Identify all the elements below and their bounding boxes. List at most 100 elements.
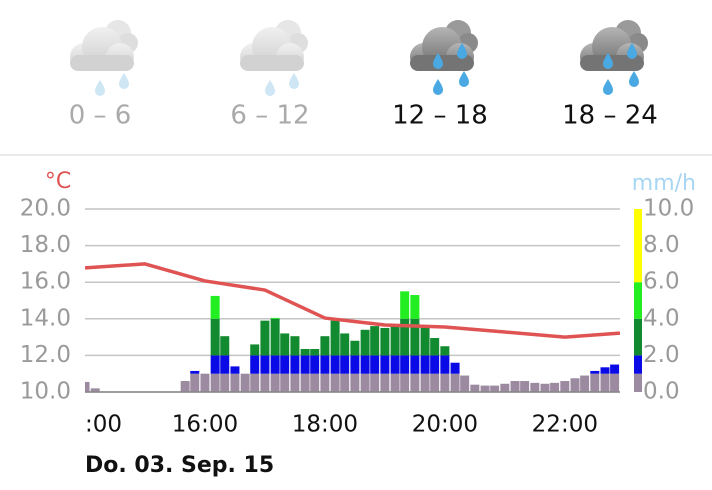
intensity-scale: [634, 373, 642, 392]
precip-bar-segment: [580, 375, 590, 392]
precip-bar-segment: [450, 373, 460, 392]
precip-bar-segment: [360, 329, 370, 356]
precip-bar-segment: [390, 326, 400, 356]
precip-bar-segment: [590, 373, 600, 392]
y2-tick-label: 2.0: [643, 342, 680, 368]
precip-bar-segment: [570, 378, 580, 392]
x-axis-labels: :00 16:00 18:00 20:00 22:00: [85, 412, 598, 438]
precip-bar-segment: [300, 348, 310, 356]
precip-bar-segment: [320, 373, 330, 392]
x-tick-label: :00: [85, 412, 122, 438]
precip-bar-segment: [220, 336, 230, 356]
weather-icon: [240, 20, 308, 96]
precip-bar-segment: [300, 373, 310, 392]
precip-bar-segment: [510, 381, 520, 392]
x-tick-label: 22:00: [532, 412, 598, 438]
precip-bar-segment: [270, 317, 280, 319]
precip-bar-segment: [370, 326, 380, 356]
y-tick-label: 16.0: [20, 269, 71, 295]
precip-bar-segment: [370, 355, 380, 374]
precip-bar-segment: [390, 373, 400, 392]
precip-bar-segment: [550, 382, 560, 392]
precip-bar-segment: [290, 355, 300, 374]
precip-bar-segment: [200, 373, 210, 392]
intensity-scale: [634, 318, 642, 356]
precip-bar-segment: [350, 373, 360, 392]
precip-bar-segment: [330, 373, 340, 392]
precip-bar-segment: [330, 320, 340, 356]
precip-bar-segment: [310, 355, 320, 374]
precip-bar-segment: [420, 327, 430, 356]
precip-bar-segment: [320, 355, 330, 374]
precip-bar-segment: [220, 373, 230, 392]
y-tick-label: 14.0: [20, 305, 71, 331]
precip-bar-segment: [450, 362, 460, 374]
precip-bar-segment: [290, 336, 300, 356]
y2-tick-label: 6.0: [643, 269, 680, 295]
precip-bar-segment: [180, 381, 190, 392]
precip-bar-segment: [410, 373, 420, 392]
precip-bar-segment: [230, 373, 240, 392]
precip-bar-segment: [590, 370, 600, 374]
temperature-line: [85, 262, 620, 339]
precip-bar-segment: [600, 367, 610, 374]
precip-bar-segment: [490, 385, 500, 392]
precip-bar-segment: [380, 327, 390, 356]
intensity-scale: [634, 209, 642, 283]
precip-bar-segment: [430, 355, 440, 374]
precip-bar-segment: [210, 318, 220, 356]
precip-bar-segment: [440, 373, 450, 392]
precip-bar-segment: [400, 318, 410, 356]
precip-bar-segment: [340, 373, 350, 392]
precip-bar-segment: [610, 373, 620, 392]
precip-bar-segment: [410, 318, 420, 356]
precip-bar-segment: [370, 373, 380, 392]
weather-icon: [580, 20, 648, 95]
precip-bar-segment: [260, 355, 270, 374]
precip-bar-segment: [380, 355, 390, 374]
precip-bar-segment: [430, 373, 440, 392]
precip-bar-segment: [410, 295, 420, 319]
weather-icon: [410, 20, 478, 95]
precip-bar-segment: [250, 344, 260, 356]
precip-bar-segment: [440, 346, 450, 356]
precip-bar-segment: [270, 318, 280, 356]
precip-bar-segment: [260, 320, 270, 356]
precip-bar-segment: [380, 373, 390, 392]
intensity-scale: [634, 282, 642, 319]
precip-bar-segment: [480, 385, 490, 392]
precip-bar-segment: [190, 370, 200, 374]
intensity-scale: [634, 355, 642, 374]
precip-bar-segment: [240, 373, 250, 392]
chart: °C mm/h Do. 03. Sep. 15 10.0 12.0 14.0 16.0…: [20, 169, 696, 478]
precip-bar-segment: [290, 373, 300, 392]
precip-bar-segment: [420, 373, 430, 392]
precip-bar-segment: [390, 355, 400, 374]
precip-bar-segment: [360, 355, 370, 374]
precip-bar-segment: [430, 338, 440, 356]
x-tick-label: 20:00: [412, 412, 478, 438]
precip-bar-segment: [350, 340, 360, 356]
precip-bar-segment: [530, 382, 540, 392]
precip-bar-segment: [280, 355, 290, 374]
precip-bar-segment: [280, 333, 290, 356]
precip-bar-segment: [560, 381, 570, 392]
x-tick-label: 16:00: [172, 412, 238, 438]
precip-bar-segment: [230, 366, 240, 374]
precip-bar-segment: [420, 355, 430, 374]
precip-bar-segment: [270, 373, 280, 392]
weather-icon: [70, 20, 138, 96]
precip-bar-segment: [250, 355, 260, 374]
precip-bar-segment: [400, 355, 410, 374]
precip-bar-segment: [350, 355, 360, 374]
precip-bar-segment: [400, 291, 410, 319]
y-tick-label: 18.0: [20, 232, 71, 258]
y-unit: °C: [45, 169, 71, 194]
precip-bar-segment: [470, 384, 480, 392]
precip-bar-segment: [330, 355, 340, 374]
y2-tick-label: 8.0: [643, 232, 680, 258]
precip-bar-segment: [210, 373, 220, 392]
period-label: 12 – 18: [392, 101, 488, 131]
precip-bar-segment: [90, 388, 100, 392]
